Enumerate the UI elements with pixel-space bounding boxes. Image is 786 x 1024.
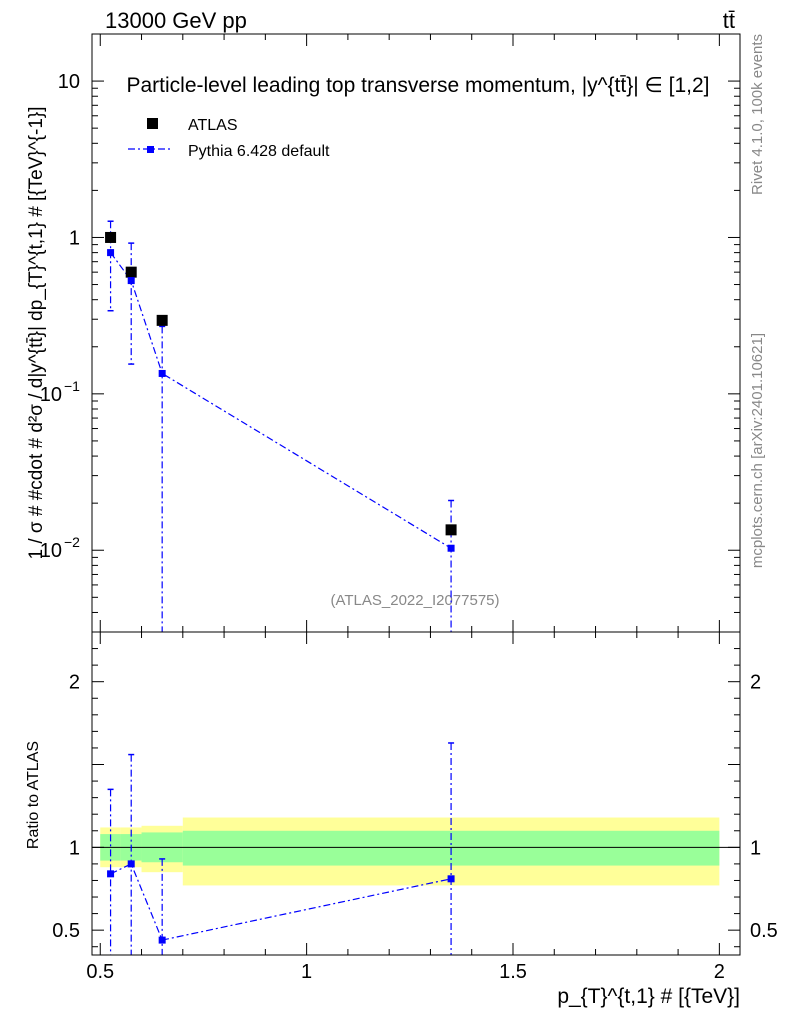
ratio-y-tick-label-right: 2: [750, 672, 761, 694]
ratio-y-tick-label-right: 1: [750, 837, 761, 859]
main-y-tick-label: 10: [40, 540, 62, 562]
legend-pythia-label: Pythia 6.428 default: [188, 143, 330, 160]
pythia-ratio-point: [158, 936, 166, 944]
pythia-ratio-point: [447, 875, 455, 883]
atlas-point: [445, 524, 457, 536]
x-tick-label: 0.5: [86, 961, 114, 983]
ratio-axis-ticks: [92, 632, 740, 955]
pythia-ratio-point: [127, 860, 135, 868]
pythia-point: [107, 249, 115, 257]
pythia-point: [158, 369, 166, 377]
ratio-y-tick-label-left: 1: [69, 837, 80, 859]
ratio-y-tick-label-left: 0.5: [52, 920, 80, 942]
ratio-panel: 2 2 1 1 0.5 0.5 0.5 1 1.5 2 Ratio to ATLAS p_{T}…: [25, 631, 778, 1008]
ratio-y-tick-label-right: 0.5: [750, 920, 778, 942]
main-series: [105, 220, 457, 632]
pythia-line: [110, 252, 452, 549]
analysis-watermark: (ATLAS_2022_I2077575): [330, 592, 499, 609]
chart-title: Particle-level leading top transverse mo…: [127, 74, 710, 97]
process-label: tt̄: [723, 8, 735, 33]
main-y-tick-exponent: −2: [64, 534, 80, 550]
ratio-y-axis-label: Ratio to ATLAS: [25, 741, 42, 849]
x-axis-label: p_{T}^{t,1} # [{TeV}]: [557, 985, 740, 1008]
y-axis-label: 1 / σ # #cdot # d²σ / d|y^{tt̄}| dp_{T}^…: [26, 106, 47, 559]
x-tick-labels: 0.5 1 1.5 2: [86, 961, 725, 983]
mcplots-label: mcplots.cern.ch [arXiv:2401.10621]: [749, 333, 766, 568]
main-y-tick-label: 10: [58, 71, 80, 93]
ratio-y-tick-label-left: 2: [69, 672, 80, 694]
atlas-point: [105, 231, 117, 243]
legend-pythia-marker: [147, 146, 154, 153]
pythia-point: [447, 544, 455, 552]
ratio-y-tick-labels: 2 2 1 1 0.5 0.5: [52, 672, 778, 942]
atlas-point: [125, 266, 137, 278]
legend-atlas-label: ATLAS: [188, 117, 238, 134]
ratio-frame: [91, 631, 741, 956]
pythia-ratio-line: [110, 863, 452, 941]
legend: ATLAS Pythia 6.428 default: [128, 117, 330, 160]
atlas-point: [156, 314, 168, 326]
collision-label: 13000 GeV pp: [105, 8, 247, 33]
rivet-label: Rivet 4.1.0, 100k events: [749, 34, 766, 195]
main-y-tick-label: 10: [40, 384, 62, 406]
main-y-tick-exponent: −1: [64, 378, 80, 394]
main-axis-ticks: [92, 33, 740, 633]
x-tick-label: 1.5: [499, 961, 527, 983]
ratio-bands: [100, 817, 720, 886]
pythia-point: [127, 277, 135, 285]
pythia-ratio-point: [107, 870, 115, 878]
main-y-tick-label: 1: [69, 227, 80, 249]
ratio-series: [107, 742, 455, 955]
x-tick-label: 1: [301, 961, 312, 983]
legend-atlas-marker: [147, 118, 158, 129]
x-tick-label: 2: [714, 961, 725, 983]
